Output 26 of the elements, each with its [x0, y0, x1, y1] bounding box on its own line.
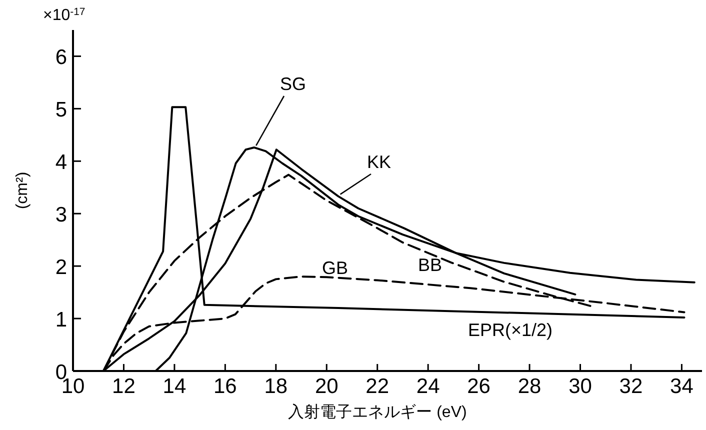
x-tick-label: 28 — [518, 375, 542, 398]
y-axis-title: (cm²) — [14, 172, 31, 210]
text: ×10$^{-17}$ — [43, 6, 86, 24]
x-tick-label: 12 — [112, 375, 136, 398]
y-tick-label: 6 — [55, 46, 67, 70]
series-label: EPR(×1/2) — [468, 320, 553, 340]
x-axis-title: 入射電子エネルギー (eV) — [288, 403, 467, 421]
x-tick-label: 16 — [214, 375, 237, 398]
y-tick-label: 4 — [55, 151, 68, 174]
y-tick-label: 5 — [55, 98, 67, 122]
series-label: GB — [322, 258, 348, 278]
y-tick-label: 1 — [55, 308, 67, 332]
x-tick-label: 14 — [162, 375, 186, 398]
x-tick-label: 26 — [467, 375, 490, 398]
x-tick-label: 22 — [366, 375, 390, 398]
series-label: KK — [367, 152, 392, 172]
x-tick-label: 34 — [670, 375, 694, 398]
x-tick-label: 24 — [416, 375, 440, 398]
y-tick-label: 2 — [55, 256, 67, 280]
text: SG — [280, 74, 306, 94]
y-tick-label: 3 — [55, 204, 67, 227]
x-tick-label: 18 — [264, 375, 288, 398]
x-tick-label: 30 — [568, 375, 592, 398]
x-tick-label: 20 — [314, 375, 338, 398]
x-tick-label: 32 — [619, 375, 643, 398]
series-label: BB — [418, 255, 442, 275]
